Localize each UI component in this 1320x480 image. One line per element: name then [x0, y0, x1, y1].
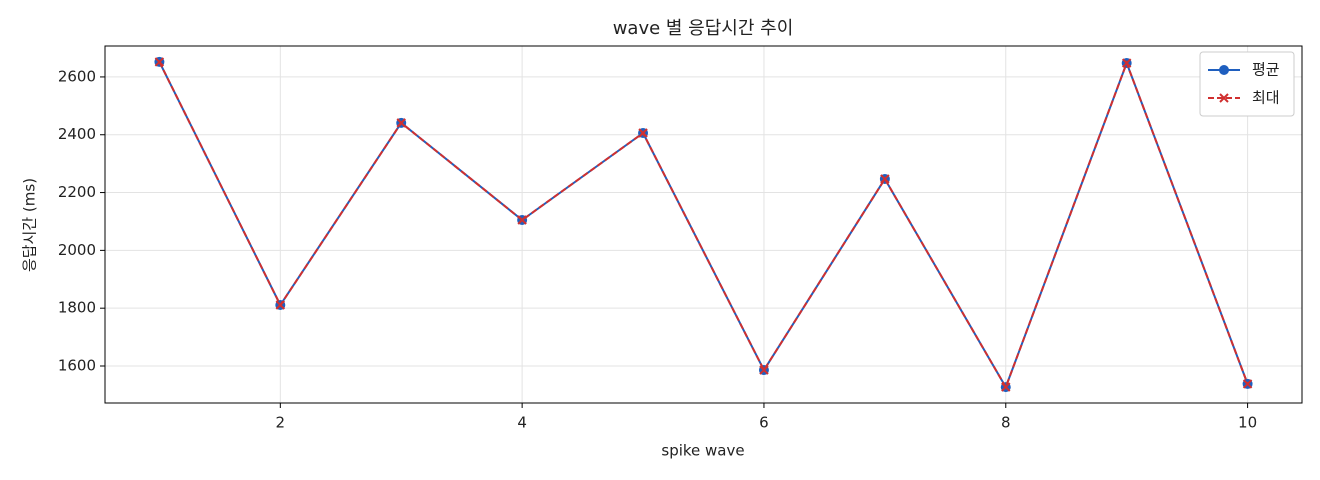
y-tick-label: 2600	[58, 67, 96, 85]
y-tick-label: 1600	[58, 356, 96, 374]
marker	[1219, 93, 1229, 103]
series-line	[158, 60, 1249, 390]
marker	[275, 300, 286, 310]
chart-title: wave 별 응답시간 추이	[613, 18, 794, 39]
marker-shape	[1242, 379, 1253, 389]
y-axis-label: 응답시간 (ms)	[21, 178, 39, 272]
marker-shape	[1001, 382, 1011, 392]
marker-shape	[880, 174, 890, 184]
marker-shape	[396, 118, 406, 128]
marker	[1219, 65, 1229, 75]
marker	[638, 128, 648, 138]
y-tick-label: 2000	[58, 241, 96, 259]
marker	[154, 57, 165, 67]
marker	[517, 215, 527, 225]
marker	[396, 118, 406, 128]
x-tick-label: 4	[517, 414, 527, 432]
y-tick-label: 2200	[58, 183, 96, 201]
legend-label: 평균	[1252, 61, 1280, 79]
x-tick-label: 6	[759, 414, 769, 432]
x-tick-label: 10	[1238, 414, 1257, 432]
marker-shape	[1219, 93, 1229, 103]
series-line	[158, 60, 1249, 390]
marker	[880, 174, 890, 184]
x-axis-label: spike wave	[661, 442, 744, 460]
y-tick-label: 2400	[58, 125, 96, 143]
x-tick-label: 8	[1001, 414, 1011, 432]
marker	[1001, 382, 1011, 392]
marker-shape	[517, 215, 527, 225]
legend-box	[1199, 51, 1295, 117]
marker-shape	[154, 57, 165, 67]
marker	[1242, 379, 1253, 389]
marker	[1121, 58, 1132, 68]
marker	[759, 365, 769, 375]
marker-shape	[759, 365, 769, 375]
y-tick-label: 1800	[58, 299, 96, 317]
marker-shape	[275, 300, 286, 310]
x-tick-label: 2	[276, 414, 286, 432]
marker-shape	[1121, 58, 1132, 68]
marker-shape	[638, 128, 648, 138]
legend-label: 최대	[1252, 89, 1280, 107]
plot-frame	[104, 45, 1303, 404]
